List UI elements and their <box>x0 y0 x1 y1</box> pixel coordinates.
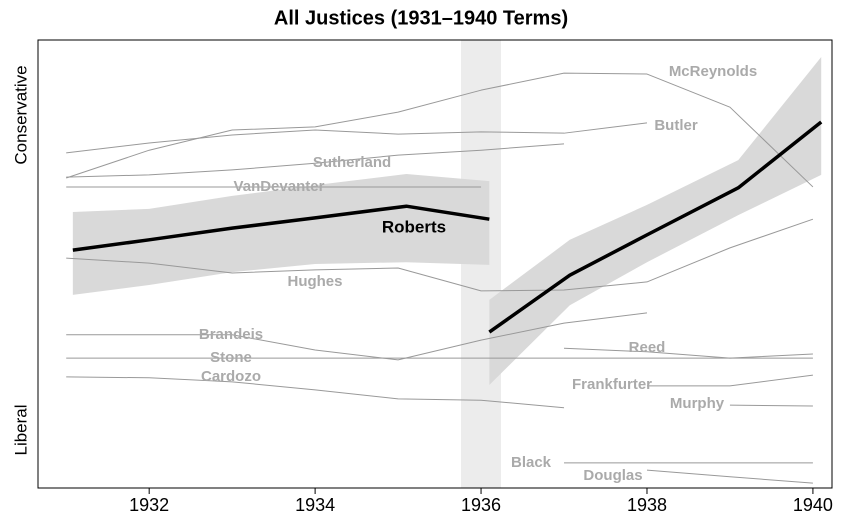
series-label: Douglas <box>583 467 642 484</box>
justice-line <box>66 122 648 154</box>
series-label: Reed <box>629 339 666 356</box>
series-label: Murphy <box>670 395 725 412</box>
series-label: Stone <box>210 349 252 366</box>
series-label: VanDevanter <box>234 178 325 195</box>
series-label: McReynolds <box>669 63 757 80</box>
plot-frame <box>37 39 833 489</box>
series-label: Butler <box>654 117 698 134</box>
series-label: Roberts <box>382 217 446 236</box>
x-tick-label: 1936 <box>461 495 501 515</box>
confidence-band <box>489 57 822 385</box>
confidence-band <box>72 173 490 295</box>
chart-title: All Justices (1931–1940 Terms) <box>274 7 568 29</box>
series-label: Cardozo <box>201 368 261 385</box>
series-label: Black <box>511 454 552 471</box>
x-tick-label: 1938 <box>627 495 667 515</box>
justice-line <box>66 218 814 292</box>
justice-line <box>729 404 813 407</box>
series-label: Frankfurter <box>572 376 652 393</box>
series-label: Hughes <box>287 273 342 290</box>
justice-line <box>66 312 648 361</box>
justice-line <box>563 347 813 359</box>
justice-line <box>646 469 813 484</box>
plot-area: Roberts McReynolds Butler Sutherland VanDeva… <box>66 57 823 484</box>
main-line <box>72 204 490 252</box>
justice-line <box>66 376 565 409</box>
justice-line <box>66 72 814 188</box>
y-label-bottom: Liberal <box>11 404 30 455</box>
justice-line <box>646 374 813 387</box>
justice-line <box>66 143 565 178</box>
x-tick-label: 1932 <box>129 495 169 515</box>
x-tick-label: 1940 <box>793 495 833 515</box>
x-tick-label: 1934 <box>295 495 335 515</box>
series-label: Sutherland <box>313 154 391 171</box>
main-line <box>488 120 823 334</box>
y-label-top: Conservative <box>11 65 30 164</box>
series-label: Brandeis <box>199 326 263 343</box>
